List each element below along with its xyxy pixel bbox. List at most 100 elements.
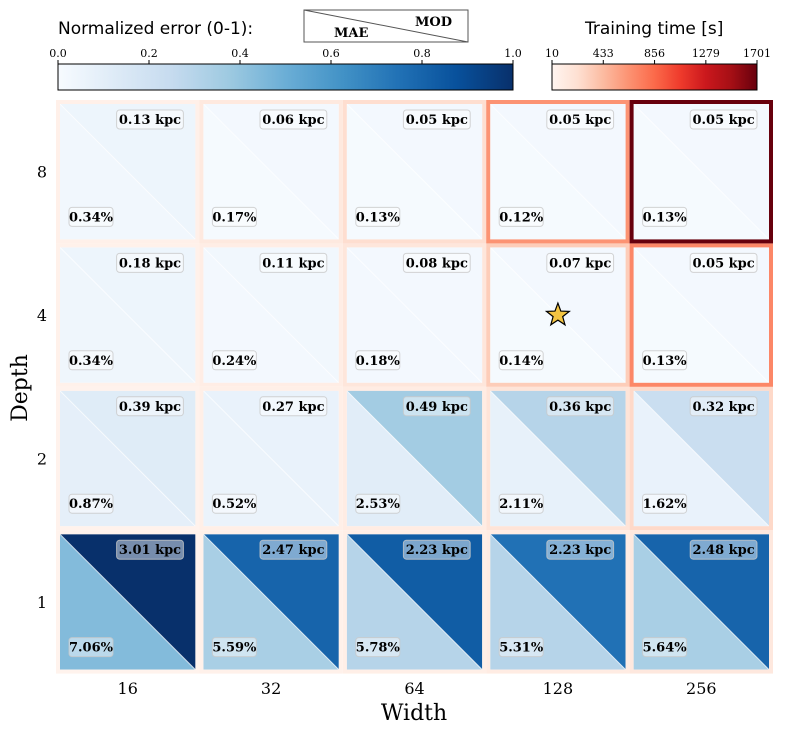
mae-value-label: 0.06 kpc — [262, 113, 324, 128]
heatmap-cell — [489, 390, 626, 527]
bottom-label-box — [68, 206, 114, 227]
mod-value-label: 0.14% — [499, 354, 544, 369]
y-axis-title: Depth — [8, 354, 33, 422]
bottom-label-box — [211, 493, 257, 514]
bottom-label-box — [642, 637, 688, 658]
mae-value-label: 0.18 kpc — [119, 256, 181, 271]
bottom-label-box — [355, 637, 401, 658]
training-time-border — [342, 530, 487, 674]
heatmap-cell — [346, 103, 483, 240]
mod-value-label: 2.11% — [499, 497, 544, 512]
heatmap-cell — [633, 533, 770, 670]
training-time-border — [199, 243, 343, 387]
mod-value-label: 0.13% — [643, 210, 688, 225]
bottom-label-box — [642, 206, 688, 227]
x-tick-label: 256 — [686, 679, 717, 698]
training-time-border — [486, 530, 630, 674]
bottom-label-box — [498, 493, 544, 514]
training-time-border — [199, 386, 343, 531]
bottom-label-box — [68, 493, 114, 514]
heatmap-grid — [59, 103, 770, 670]
heatmap-cell — [59, 103, 196, 240]
top-label-box — [116, 396, 184, 417]
heatmap-cell — [633, 390, 770, 527]
legend-divider — [303, 9, 469, 43]
mae-value-label: 0.32 kpc — [692, 400, 754, 415]
time-colorbar-ticks: 10 433 856 1279 1701 — [545, 47, 771, 64]
mod-value-label: 0.12% — [499, 210, 544, 225]
heatmap-cell — [346, 533, 483, 670]
cell-diagonal — [346, 247, 483, 384]
mae-value-label: 0.36 kpc — [549, 400, 611, 415]
mod-value-label: 0.24% — [212, 354, 257, 369]
cell-diagonal — [203, 390, 340, 527]
heatmap-cell — [203, 533, 340, 670]
training-time-border — [629, 386, 773, 531]
training-time-border — [56, 243, 200, 387]
cell-diagonal — [203, 533, 340, 670]
top-label-box — [116, 252, 184, 273]
mae-value-label: 2.47 kpc — [262, 543, 324, 558]
mae-value-label: 3.01 kpc — [119, 543, 181, 558]
x-tick-label: 128 — [543, 679, 574, 698]
top-label-box — [546, 396, 615, 417]
top-label-box — [546, 252, 615, 273]
training-time-border — [486, 100, 630, 244]
bottom-label-box — [68, 350, 114, 371]
time-tick-label: 856 — [644, 47, 665, 60]
error-tick-label: 0.6 — [322, 47, 340, 60]
bottom-label-box — [498, 350, 544, 371]
mae-value-label: 0.07 kpc — [549, 256, 611, 271]
time-tick-label: 10 — [545, 47, 559, 60]
mod-value-label: 0.13% — [643, 354, 688, 369]
heatmap-cell — [59, 533, 196, 670]
bottom-label-box — [355, 206, 401, 227]
cell-diagonal — [59, 247, 196, 384]
top-label-box — [689, 109, 758, 130]
top-label-box — [402, 396, 471, 417]
error-colorbar-title: Normalized error (0-1): — [58, 19, 253, 39]
mod-value-label: 0.87% — [69, 497, 114, 512]
mod-value-label: 0.18% — [356, 354, 401, 369]
mae-value-label: 0.05 kpc — [549, 113, 611, 128]
training-time-border — [629, 243, 773, 387]
cell-diagonal — [633, 103, 770, 240]
bottom-label-box — [211, 206, 257, 227]
mae-value-label: 0.49 kpc — [406, 400, 468, 415]
time-tick-label: 433 — [593, 47, 614, 60]
training-time-border — [56, 386, 200, 531]
training-time-border — [342, 100, 487, 244]
top-label-box — [259, 109, 328, 130]
mod-value-label: 5.59% — [212, 641, 257, 656]
cell-diagonal — [59, 103, 196, 240]
mod-value-label: 5.31% — [499, 641, 544, 656]
cell-diagonal — [633, 390, 770, 527]
legend-mod-label: MOD — [415, 15, 452, 30]
top-label-box — [689, 539, 758, 560]
mod-value-label: 0.34% — [69, 210, 114, 225]
y-tick-label: 8 — [37, 163, 47, 182]
cell-diagonal — [59, 533, 196, 670]
training-time-border — [486, 386, 630, 531]
mod-value-label: 0.17% — [212, 210, 257, 225]
split-legend: MOD MAE — [303, 9, 469, 43]
top-label-box — [259, 396, 328, 417]
error-tick-label: 0.8 — [413, 47, 431, 60]
heatmap-cell — [203, 247, 340, 384]
error-tick-label: 0.0 — [49, 47, 67, 60]
heatmap-cell — [203, 103, 340, 240]
bottom-label-box — [355, 493, 401, 514]
top-label-box — [402, 252, 471, 273]
mae-value-label: 2.48 kpc — [692, 543, 754, 558]
mae-value-label: 0.05 kpc — [692, 113, 754, 128]
error-colorbar-ticks: 0.0 0.2 0.4 0.6 0.8 1.0 — [49, 47, 522, 64]
y-tick-label: 1 — [37, 593, 47, 612]
mae-value-label: 0.13 kpc — [119, 113, 181, 128]
cell-diagonal — [203, 103, 340, 240]
bottom-label-box — [642, 493, 688, 514]
training-time-border — [486, 243, 630, 387]
top-label-box — [259, 252, 328, 273]
bottom-label-box — [211, 350, 257, 371]
top-label-box — [116, 539, 184, 560]
